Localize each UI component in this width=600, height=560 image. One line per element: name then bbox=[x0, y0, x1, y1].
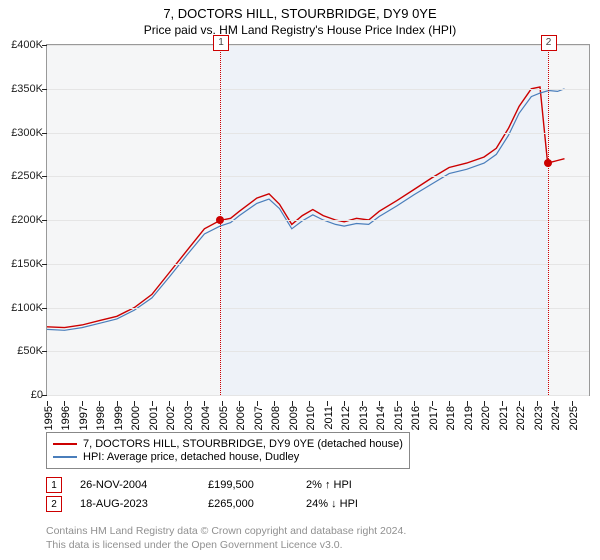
gridline bbox=[47, 176, 589, 177]
sale-date: 26-NOV-2004 bbox=[80, 479, 190, 491]
footer-line-2: This data is licensed under the Open Gov… bbox=[46, 538, 406, 552]
chart-plot-area: £0£50K£100K£150K£200K£250K£300K£350K£400… bbox=[46, 44, 590, 396]
event-dot-2 bbox=[544, 159, 552, 167]
sale-marker-icon: 2 bbox=[46, 496, 62, 512]
footer-attribution: Contains HM Land Registry data © Crown c… bbox=[46, 524, 406, 552]
series-price-paid bbox=[47, 87, 565, 328]
series-hpi bbox=[47, 89, 565, 330]
legend-swatch bbox=[53, 456, 77, 458]
sale-date: 18-AUG-2023 bbox=[80, 498, 190, 510]
sale-row: 1 26-NOV-2004 £199,500 2% ↑ HPI bbox=[46, 477, 358, 493]
sale-delta: 2% ↑ HPI bbox=[306, 479, 352, 491]
legend-item: HPI: Average price, detached house, Dudl… bbox=[53, 451, 403, 463]
sale-row: 2 18-AUG-2023 £265,000 24% ↓ HPI bbox=[46, 496, 358, 512]
legend-swatch bbox=[53, 443, 77, 445]
event-dot-1 bbox=[216, 216, 224, 224]
legend-label: HPI: Average price, detached house, Dudl… bbox=[83, 451, 299, 463]
gridline bbox=[47, 264, 589, 265]
gridline bbox=[47, 220, 589, 221]
sales-table: 1 26-NOV-2004 £199,500 2% ↑ HPI 2 18-AUG-2023… bbox=[46, 474, 358, 515]
footer-line-1: Contains HM Land Registry data © Crown c… bbox=[46, 524, 406, 538]
sale-marker-icon: 1 bbox=[46, 477, 62, 493]
legend-label: 7, DOCTORS HILL, STOURBRIDGE, DY9 0YE (d… bbox=[83, 438, 403, 450]
gridline bbox=[47, 45, 589, 46]
gridline bbox=[47, 351, 589, 352]
sale-price: £265,000 bbox=[208, 498, 288, 510]
gridline bbox=[47, 133, 589, 134]
sale-delta: 24% ↓ HPI bbox=[306, 498, 358, 510]
legend: 7, DOCTORS HILL, STOURBRIDGE, DY9 0YE (d… bbox=[46, 432, 410, 469]
event-vline-2 bbox=[548, 45, 549, 395]
gridline bbox=[47, 395, 589, 396]
event-marker-2: 2 bbox=[541, 35, 557, 51]
page-title: 7, DOCTORS HILL, STOURBRIDGE, DY9 0YE bbox=[0, 0, 600, 21]
event-marker-1: 1 bbox=[213, 35, 229, 51]
legend-item: 7, DOCTORS HILL, STOURBRIDGE, DY9 0YE (d… bbox=[53, 438, 403, 450]
gridline bbox=[47, 89, 589, 90]
sale-price: £199,500 bbox=[208, 479, 288, 491]
gridline bbox=[47, 308, 589, 309]
page-subtitle: Price paid vs. HM Land Registry's House … bbox=[0, 21, 600, 39]
